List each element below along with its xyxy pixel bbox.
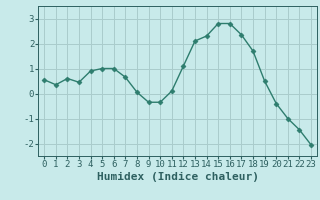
X-axis label: Humidex (Indice chaleur): Humidex (Indice chaleur) bbox=[97, 172, 259, 182]
